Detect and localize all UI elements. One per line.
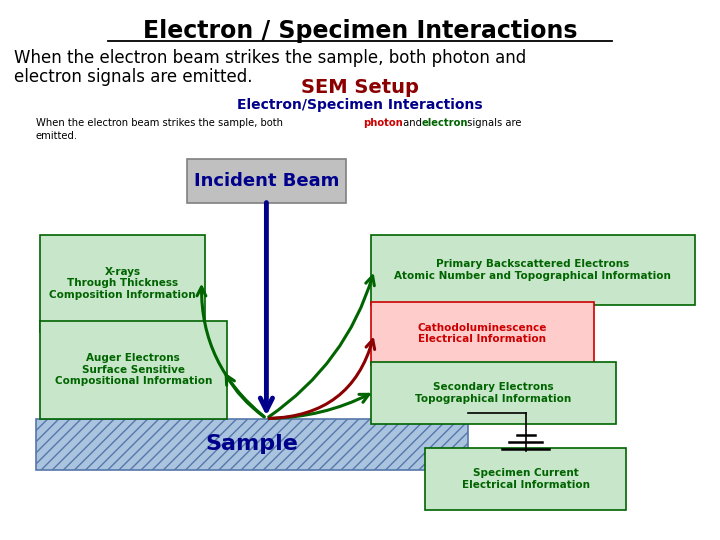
Text: electron signals are emitted.: electron signals are emitted. [14, 68, 253, 85]
FancyBboxPatch shape [371, 235, 695, 305]
Text: and: and [400, 118, 425, 128]
Text: X-rays
Through Thickness
Composition Information: X-rays Through Thickness Composition Inf… [49, 267, 196, 300]
FancyBboxPatch shape [40, 235, 205, 332]
Text: Sample: Sample [206, 434, 298, 454]
FancyBboxPatch shape [371, 362, 616, 424]
FancyBboxPatch shape [40, 321, 227, 419]
Text: Cathodoluminescence
Electrical Information: Cathodoluminescence Electrical Informati… [418, 322, 547, 345]
Text: SEM Setup: SEM Setup [301, 78, 419, 97]
Text: signals are: signals are [464, 118, 522, 128]
Text: Auger Electrons
Surface Sensitive
Compositional Information: Auger Electrons Surface Sensitive Compos… [55, 353, 212, 387]
Text: Incident Beam: Incident Beam [194, 172, 339, 190]
Text: emitted.: emitted. [36, 131, 78, 141]
Text: Electron/Specimen Interactions: Electron/Specimen Interactions [237, 98, 483, 112]
FancyBboxPatch shape [36, 418, 468, 470]
Text: Primary Backscattered Electrons
Atomic Number and Topographical Information: Primary Backscattered Electrons Atomic N… [395, 259, 671, 281]
Text: When the electron beam strikes the sample, both: When the electron beam strikes the sampl… [36, 118, 286, 128]
Text: Electron / Specimen Interactions: Electron / Specimen Interactions [143, 19, 577, 43]
Text: photon: photon [364, 118, 403, 128]
Text: When the electron beam strikes the sample, both photon and: When the electron beam strikes the sampl… [14, 49, 526, 66]
FancyBboxPatch shape [371, 302, 594, 364]
Text: electron: electron [421, 118, 468, 128]
FancyBboxPatch shape [187, 159, 346, 202]
Text: Secondary Electrons
Topographical Information: Secondary Electrons Topographical Inform… [415, 382, 572, 404]
FancyBboxPatch shape [425, 448, 626, 510]
Text: Specimen Current
Electrical Information: Specimen Current Electrical Information [462, 468, 590, 490]
